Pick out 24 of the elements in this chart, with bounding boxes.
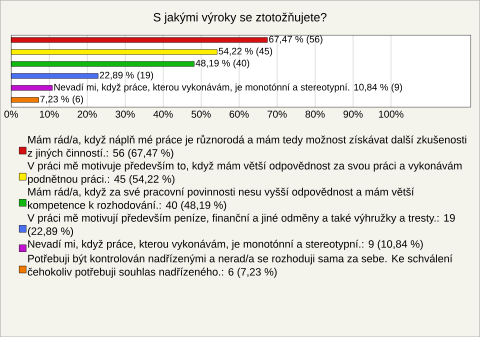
x-tick-label: 80% (306, 110, 325, 118)
legend-label: Nevadí mi, když práce, kterou vykonávám, je monotónní a stereotypní.: 9 (10,84 %) (28, 240, 423, 250)
legend-label: V práci mě motivují především peníze, finanční a jiné odměny a také výhružky a tresty.: 19 (22,89 %) (27, 214, 455, 238)
x-tick-label: 40% (153, 110, 173, 118)
legend-label: Mám rád/a, když náplň mé práce je různorodá a mám tedy možnost získávat další zkušenosti z jiných činností.: 56 (67,47 %) (28, 134, 466, 159)
data-label: 48,19 % (40) (196, 59, 250, 68)
x-tick-label: 10% (40, 110, 59, 118)
x-tick-label: 90% (344, 110, 363, 118)
data-label: Nevadí mi, když práce, kterou vykonávám, je monotónní a stereotypní. 10,84 % (9) (54, 83, 402, 92)
x-tick-label: 30% (116, 110, 135, 118)
x-tick-label: 0% (4, 110, 18, 118)
data-label: 7,23 % (6) (40, 95, 84, 104)
x-tick-label: 50% (192, 110, 211, 118)
chart-title: S jakými výroky se ztotožňujete? (154, 12, 326, 24)
legend-label: Potřebuji být kontrolován nadřízenými a nerad/a se rozhoduji sama za sebe. Ke schválení čehokoliv potřebuji souhlas nadřízeného.: 6 (7,23 %) (28, 254, 453, 278)
x-tick-label: 100% (379, 110, 404, 118)
x-tick-label: 70% (268, 110, 287, 118)
x-tick-label: 20% (78, 110, 97, 118)
x-tick-label: 60% (230, 110, 249, 118)
data-label: 67,47 % (56) (269, 35, 322, 44)
legend-label: V práci mě motivuje především to, když mám větší odpovědnost za svou práci a vykonávám podnětnou práci.: 45 (54,22 %) (27, 162, 462, 185)
legend-label: Mám rád/a, když za své pracovní povinnosti nesu vyšší odpovědnost a mám větší kompetence k rozhodování.: 40 (48,19 %) (28, 188, 414, 211)
data-label: 22,89 % (19) (100, 71, 154, 80)
data-label: 54,22 % (45) (218, 47, 272, 56)
